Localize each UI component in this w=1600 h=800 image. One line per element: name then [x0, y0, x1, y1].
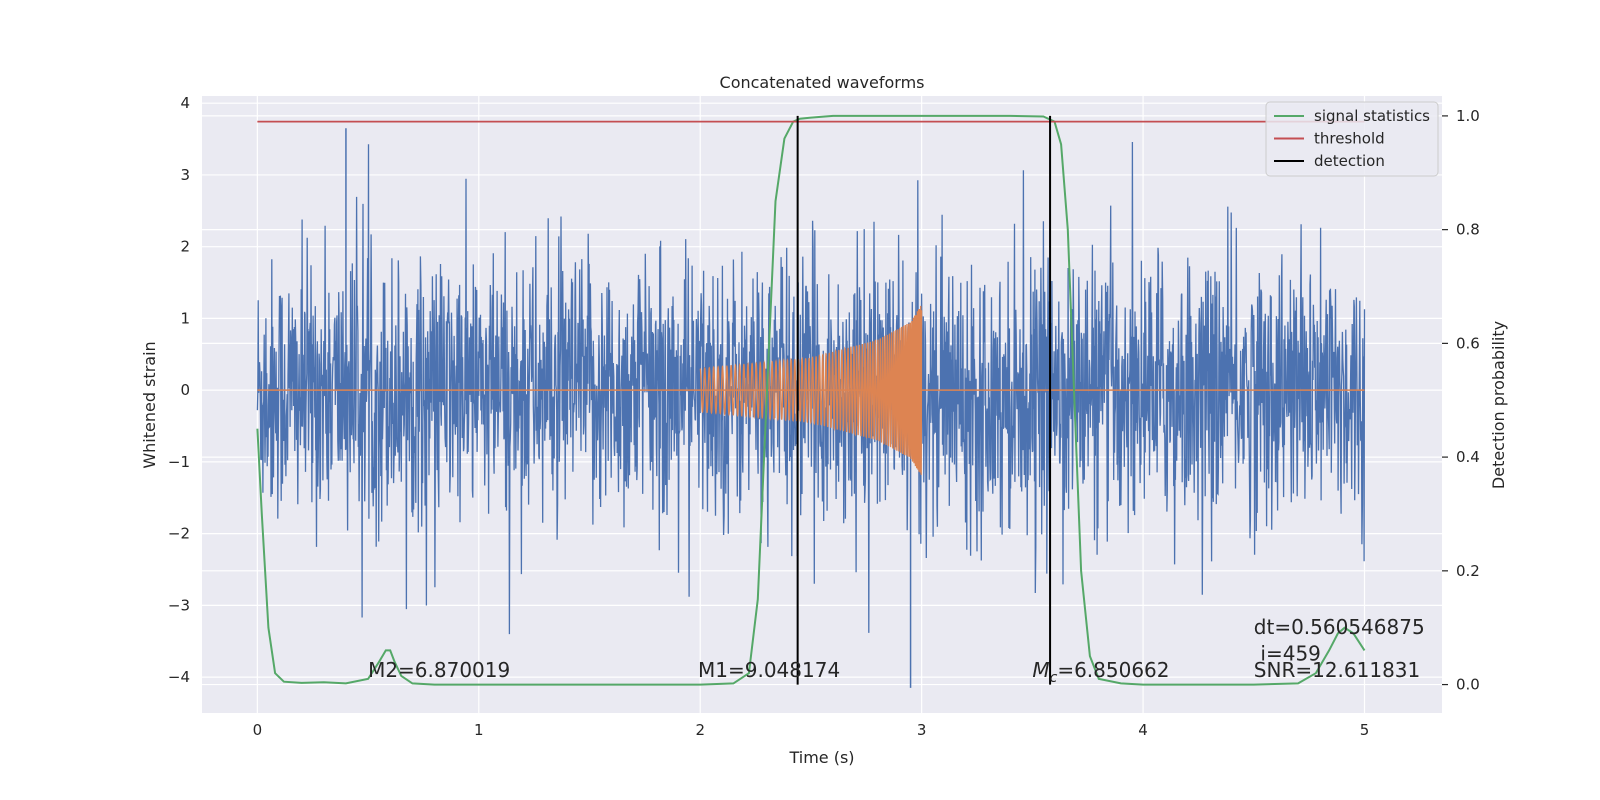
x-axis-label: Time (s): [788, 748, 854, 767]
legend-label: signal statistics: [1314, 107, 1430, 125]
y-tick-label: −1: [168, 453, 190, 471]
y-axis-label: Whitened strain: [140, 341, 159, 468]
right-y-tick-label: 1.0: [1456, 107, 1480, 125]
right-y-axis-label: Detection probability: [1489, 321, 1508, 489]
detection-lines: [796, 115, 1052, 685]
x-tick-label: 1: [474, 721, 484, 739]
legend-box: [1265, 101, 1439, 177]
axes: 0 1 2 3 4 5 −4 −3 −2 −1 0 1 2 3 4 0.0 0.2 0.4 0.6 0.8 1.0: [168, 94, 1480, 739]
x-tick-label: 3: [917, 721, 927, 739]
annotation: Mc=6.850662: [1032, 658, 1169, 686]
legend: signal statistics threshold detection: [1265, 101, 1439, 177]
x-tick-label: 4: [1138, 721, 1148, 739]
mc-subscript: c: [1050, 670, 1058, 686]
y-tick-label: 4: [180, 94, 190, 112]
mc-value: =6.850662: [1057, 658, 1169, 682]
annotation: dt=0.560546875: [1254, 615, 1425, 639]
mc-symbol: M: [1032, 658, 1049, 682]
right-y-tick-label: 0.4: [1456, 448, 1480, 466]
x-tick-label: 2: [695, 721, 705, 739]
right-y-tick-label: 0.2: [1456, 562, 1480, 580]
x-tick-label: 0: [253, 721, 263, 739]
y-tick-label: −2: [168, 525, 190, 543]
signal-statistics-series: [256, 114, 1366, 686]
waveform-line: [699, 305, 923, 475]
annotation: M2=6.870019: [368, 658, 510, 682]
waveform-series: [257, 305, 1365, 475]
legend-label: detection: [1314, 152, 1385, 170]
y-tick-label: 3: [180, 166, 190, 184]
chart-title: Concatenated waveforms: [720, 73, 925, 92]
annotations: M2=6.870019 M1=9.048174 Mc=6.850662 SNR=12.…: [368, 615, 1425, 686]
y-tick-label: 1: [180, 309, 190, 327]
y-tick-label: −3: [168, 596, 190, 614]
annotation: i=459: [1260, 642, 1321, 666]
legend-label: threshold: [1314, 130, 1385, 148]
y-tick-label: 2: [180, 238, 190, 256]
y-tick-label: 0: [180, 381, 190, 399]
right-y-tick-label: 0.6: [1456, 334, 1480, 352]
annotation: SNR=12.611831: [1254, 658, 1420, 682]
statistics-line: [256, 114, 1366, 686]
y-tick-label: −4: [168, 668, 190, 686]
x-tick-label: 5: [1360, 721, 1370, 739]
right-y-tick-label: 0.8: [1456, 221, 1480, 239]
noise-line: [256, 141, 1366, 635]
right-y-tick-label: 0.0: [1456, 676, 1480, 694]
annotation: M1=9.048174: [698, 658, 840, 682]
